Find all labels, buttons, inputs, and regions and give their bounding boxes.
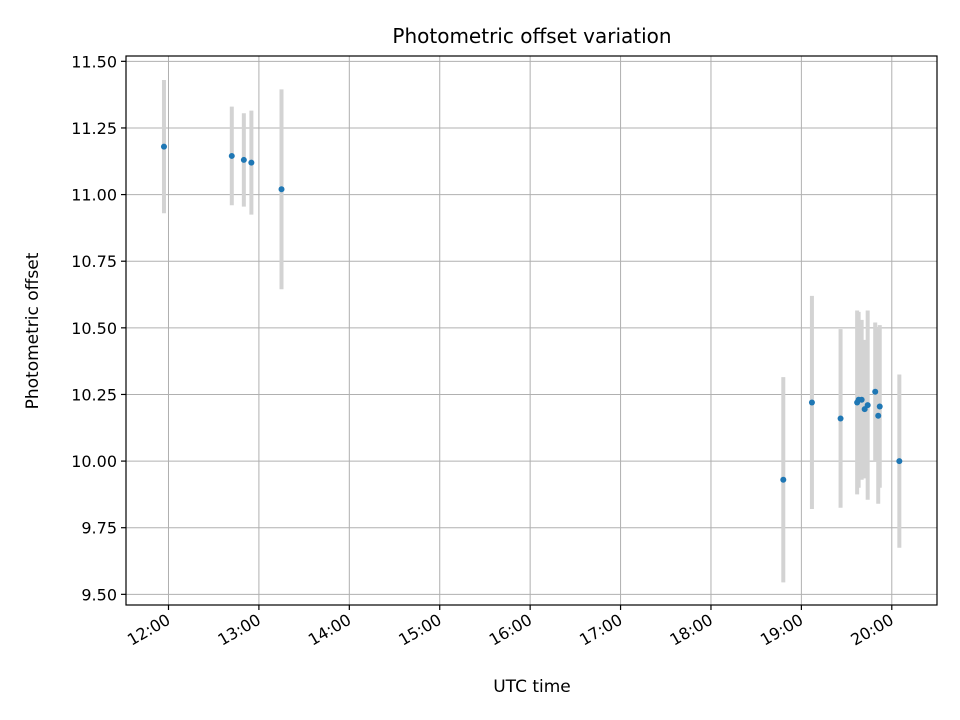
x-tick-label: 14:00: [305, 610, 354, 650]
y-tick-label: 11.25: [71, 119, 117, 138]
y-tick-label: 10.00: [71, 452, 117, 471]
y-axis-ticks: 9.50 9.75 10.00 10.25 10.50 10.75 11.00 11.25 11…: [71, 52, 126, 604]
x-tick-label: 17:00: [576, 610, 625, 650]
y-tick-label: 11.00: [71, 186, 117, 205]
x-grid: [167, 56, 893, 605]
data-point: [858, 396, 865, 403]
x-tick-label: 12:00: [124, 610, 173, 650]
data-point: [808, 399, 815, 406]
x-tick-label: 16:00: [486, 610, 535, 650]
data-point: [876, 403, 883, 410]
x-axis-ticks: 12:00 13:00 14:00 15:00 16:00 17:00 18:00 19:00…: [124, 605, 897, 650]
y-tick-label: 11.50: [71, 52, 117, 71]
error-bars: [161, 79, 902, 583]
plot-frame: [125, 55, 938, 606]
x-tick-label: 20:00: [847, 610, 896, 650]
data-point: [864, 402, 871, 409]
x-tick-label: 15:00: [395, 610, 444, 650]
y-tick-label: 10.75: [71, 252, 117, 271]
data-point: [896, 458, 903, 465]
data-point: [780, 476, 787, 483]
x-tick-label: 19:00: [757, 610, 806, 650]
y-grid: [126, 60, 937, 595]
y-tick-label: 9.50: [81, 585, 117, 604]
x-tick-label: 13:00: [214, 610, 263, 650]
data-point: [160, 143, 167, 150]
data-point: [228, 152, 235, 159]
data-point: [278, 186, 285, 193]
y-tick-label: 9.75: [81, 519, 117, 538]
chart-title: Photometric offset variation: [392, 24, 671, 48]
data-point: [240, 156, 247, 163]
data-points: [160, 143, 903, 483]
x-tick-label: 18:00: [667, 610, 716, 650]
data-point: [872, 388, 879, 395]
x-axis-title: UTC time: [493, 677, 571, 697]
y-tick-label: 10.50: [71, 319, 117, 338]
data-point: [875, 412, 882, 419]
data-point: [837, 415, 844, 422]
y-axis-title: Photometric offset: [23, 252, 43, 409]
grid-lines: [126, 56, 937, 605]
y-tick-label: 10.25: [71, 385, 117, 404]
data-point: [248, 159, 255, 166]
